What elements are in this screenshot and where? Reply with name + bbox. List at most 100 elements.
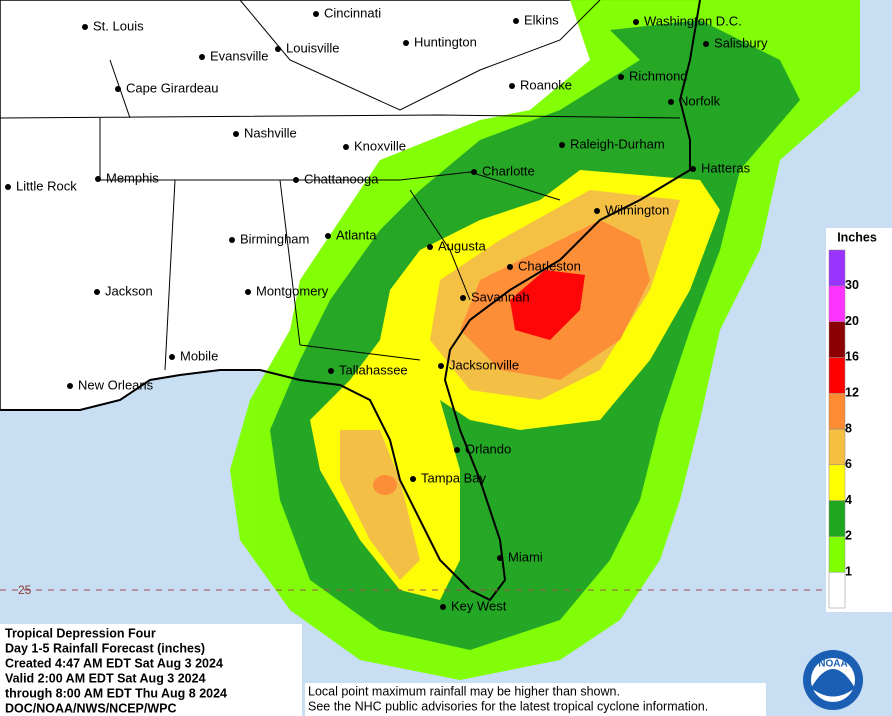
info-line: through 8:00 AM EDT Thu Aug 8 2024 (5, 686, 227, 700)
city-label: Wilmington (605, 202, 669, 217)
noaa-logo: NOAA (803, 650, 863, 710)
legend-label: 6 (845, 457, 852, 471)
city-label: Norfolk (679, 93, 721, 108)
rain-8-12 (373, 475, 397, 495)
city-label: Louisville (286, 40, 339, 55)
city-label: Knoxville (354, 138, 406, 153)
rainfall-areas (230, 0, 860, 680)
legend-swatch (828, 321, 846, 358)
city-dot (513, 18, 519, 24)
city-dot (497, 555, 503, 561)
city-label: St. Louis (93, 18, 144, 33)
city-label: Richmond (629, 68, 688, 83)
city-label: Mobile (180, 348, 218, 363)
rain-6-8 (340, 430, 420, 580)
legend-swatch (828, 249, 846, 287)
legend-swatch (828, 500, 846, 537)
city-dot (410, 476, 416, 482)
legend-label: 30 (845, 278, 859, 292)
city-label: Elkins (524, 12, 559, 27)
city-label: Birmingham (240, 231, 309, 246)
info-line: Day 1-5 Rainfall Forecast (inches) (5, 641, 205, 655)
city-label: Hatteras (701, 160, 751, 175)
borders (0, 0, 892, 602)
city-dot (438, 363, 444, 369)
city-dot (5, 184, 11, 190)
city-label: Chattanooga (304, 171, 379, 186)
city-label: Tampa Bay (421, 470, 487, 485)
logo-text: NOAA (818, 659, 847, 670)
city-dot (440, 604, 446, 610)
city-dot (460, 295, 466, 301)
city-label: Little Rock (16, 178, 77, 193)
city-dot (275, 46, 281, 52)
rain-12-16 (510, 270, 585, 340)
city-label: Atlanta (336, 227, 377, 242)
city-dot (454, 447, 460, 453)
legend-label: 4 (845, 493, 852, 507)
info-line: Valid 2:00 AM EDT Sat Aug 3 2024 (5, 671, 206, 685)
city-dot (690, 166, 696, 172)
city-dot (115, 86, 121, 92)
city-label: Tallahassee (339, 362, 408, 377)
city-dot (229, 237, 235, 243)
city-dot (509, 83, 515, 89)
legend-title: Inches (837, 230, 877, 244)
city-label: Jackson (105, 283, 153, 298)
city-dot (67, 383, 73, 389)
city-dot (325, 233, 331, 239)
city-dot (559, 142, 565, 148)
city-dot (95, 176, 101, 182)
legend-label: 2 (845, 529, 852, 543)
legend-swatch (828, 285, 846, 322)
legend-swatch (828, 428, 846, 466)
legend-label: 1 (845, 564, 852, 578)
city-label: Charlotte (482, 163, 535, 178)
city-dot (703, 41, 709, 47)
city-dot (82, 24, 88, 30)
city-label: Nashville (244, 125, 297, 140)
legend-swatch (828, 571, 846, 609)
city-label: Memphis (106, 170, 159, 185)
legend-swatch (828, 357, 846, 394)
city-dot (245, 289, 251, 295)
note-box (305, 683, 766, 716)
city-label: Charleston (518, 258, 581, 273)
city-dot (199, 54, 205, 60)
city-label: Huntington (414, 34, 477, 49)
legend-label: 16 (845, 350, 859, 364)
city-dot (507, 264, 513, 270)
info-box (0, 624, 302, 716)
city-dot (94, 289, 100, 295)
city-label: Salisbury (714, 35, 768, 50)
legend-label: 20 (845, 314, 859, 328)
legend-label: 8 (845, 421, 852, 435)
note-line: See the NHC public advisories for the la… (308, 699, 708, 713)
legend-swatch (828, 536, 846, 573)
note-line: Local point maximum rainfall may be high… (308, 684, 620, 698)
city-label: Montgomery (256, 283, 329, 298)
city-label: Orlando (465, 441, 511, 456)
city-dot (427, 244, 433, 250)
legend-swatch (828, 392, 846, 430)
info-line: Created 4:47 AM EDT Sat Aug 3 2024 (5, 656, 223, 670)
legend-label: 12 (845, 385, 859, 399)
city-label: Augusta (438, 238, 486, 253)
city-dot (594, 208, 600, 214)
city-labels: St. Louis Cincinnati Elkins Washington D.C.… (5, 5, 768, 613)
info-line: DOC/NOAA/NWS/NCEP/WPC (5, 701, 177, 715)
city-label: Roanoke (520, 77, 572, 92)
city-dot (328, 368, 334, 374)
notes: Local point maximum rainfall may be high… (308, 684, 708, 713)
city-label: Evansville (210, 48, 269, 63)
city-dot (618, 74, 624, 80)
city-dot (471, 169, 477, 175)
city-dot (233, 131, 239, 137)
info-line: Tropical Depression Four (5, 626, 156, 640)
latitude-label: 25 (18, 583, 32, 597)
city-dot (169, 354, 175, 360)
city-label: Cincinnati (324, 5, 381, 20)
city-label: Savannah (471, 289, 530, 304)
